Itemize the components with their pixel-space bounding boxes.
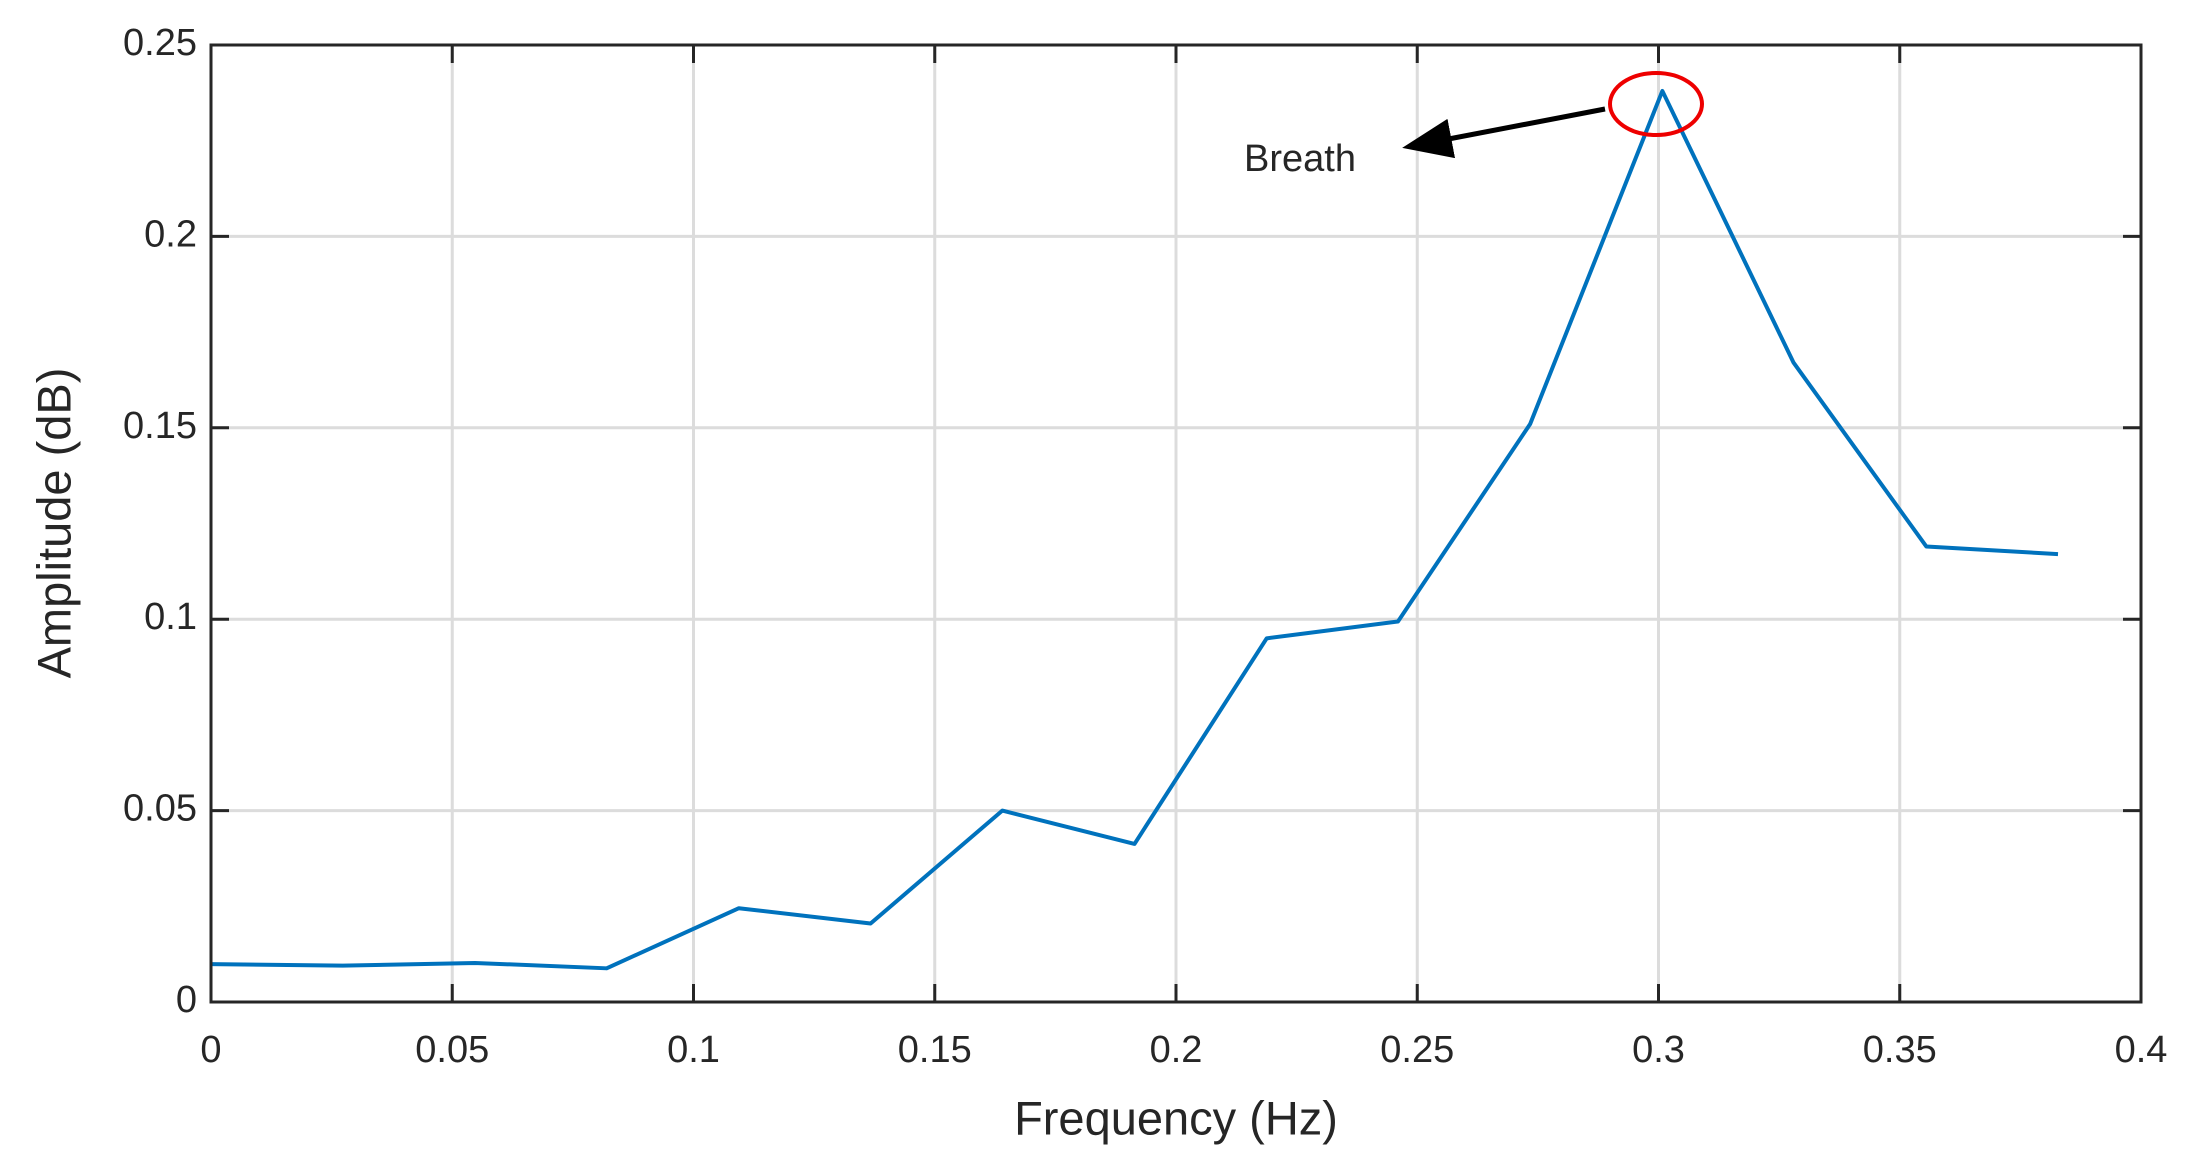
x-tick-label: 0.1 bbox=[667, 1029, 720, 1071]
y-tick-label: 0 bbox=[176, 979, 197, 1021]
peak-highlight bbox=[1608, 71, 1704, 137]
y-tick-label: 0.25 bbox=[123, 22, 197, 64]
data-line bbox=[210, 88, 2059, 971]
ticks: 0 0.05 0.1 0.15 0.2 0.25 0.3 0.35 0.4 0 0.05 0.1 0.1… bbox=[123, 22, 2167, 1071]
series-group bbox=[210, 88, 2059, 971]
x-tick-label: 0.15 bbox=[898, 1029, 972, 1071]
x-tick-label: 0.35 bbox=[1863, 1029, 1937, 1071]
y-tick-label: 0.2 bbox=[144, 213, 197, 255]
x-tick-label: 0.3 bbox=[1632, 1029, 1685, 1071]
y-tick-label: 0.05 bbox=[123, 788, 197, 830]
annotation-arrow bbox=[1402, 106, 1606, 159]
x-axis-label: Frequency (Hz) bbox=[1014, 1091, 1338, 1144]
x-tick-label: 0.25 bbox=[1380, 1029, 1454, 1071]
y-tick-label: 0.1 bbox=[144, 596, 197, 638]
x-tick-label: 0.05 bbox=[415, 1029, 489, 1071]
annotation: Breath bbox=[1244, 138, 1356, 180]
y-axis-label: Amplitude (dB) bbox=[27, 368, 80, 679]
y-tick-label: 0.15 bbox=[123, 405, 197, 447]
x-tick-label: 0.4 bbox=[2115, 1029, 2168, 1071]
x-tick-label: 0 bbox=[200, 1029, 221, 1071]
x-tick-label: 0.2 bbox=[1150, 1029, 1203, 1071]
